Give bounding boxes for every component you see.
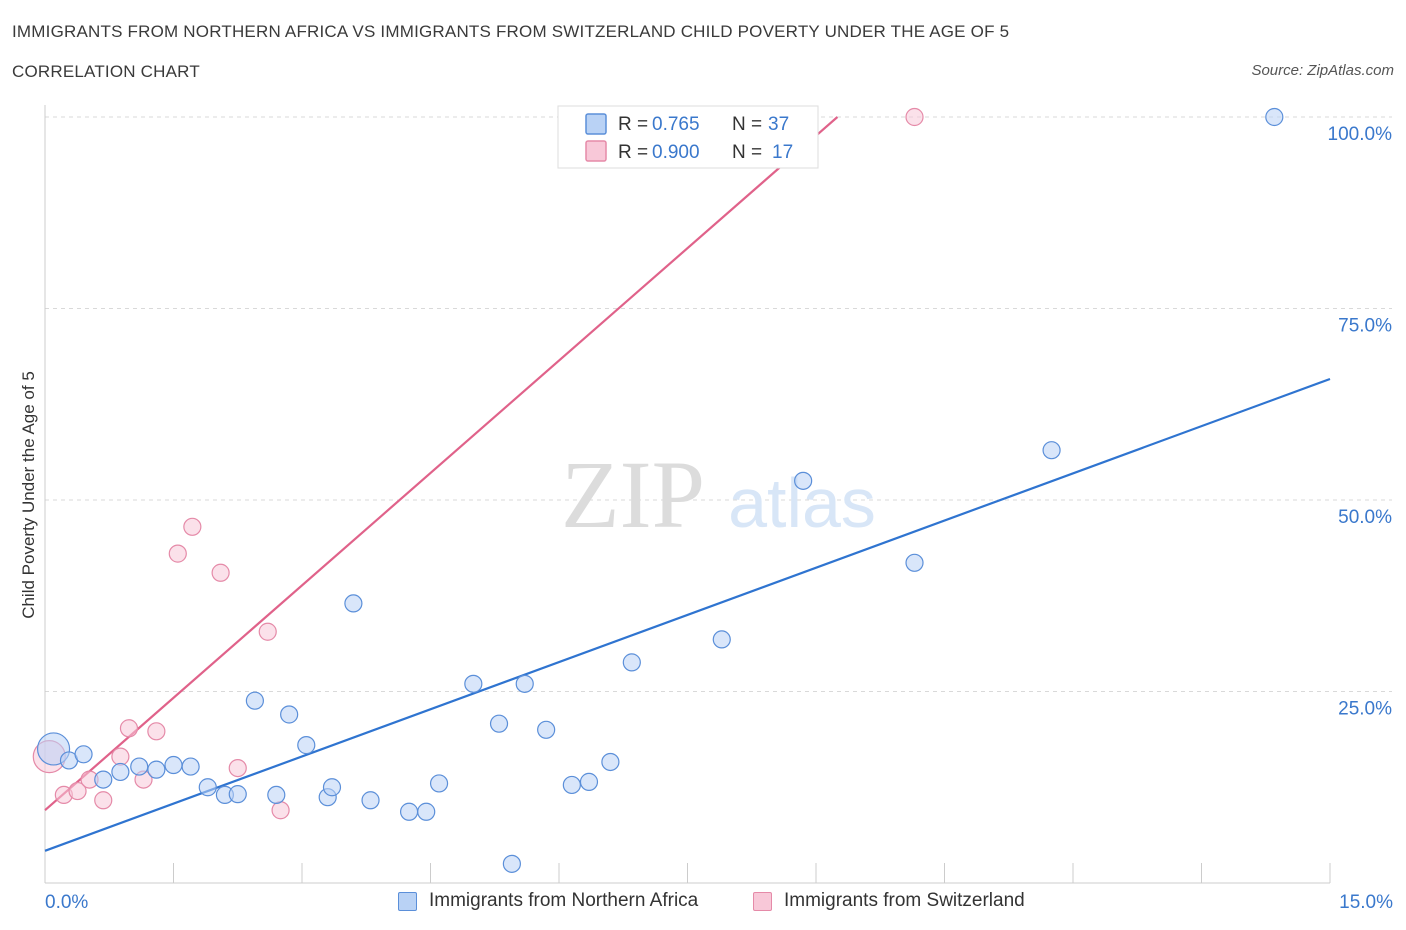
point-0-21: [417, 802, 436, 821]
point-0-29: [579, 772, 599, 791]
legend-r-label-pink: R =: [618, 142, 648, 163]
trend-lines: [44, 116, 1331, 852]
point-1-16: [905, 107, 924, 127]
legend-swatch-pink: [585, 140, 607, 162]
correlation-legend: R = 0.765 N = 37 R = 0.900 N = 17: [557, 105, 819, 169]
point-0-23: [464, 674, 483, 693]
point-0-31: [622, 653, 641, 672]
legend-n-label-pink: N =: [732, 142, 762, 163]
point-0-14: [280, 705, 299, 724]
point-1-9: [168, 544, 187, 563]
x-tick-label-1: 15.0%: [1339, 892, 1393, 913]
point-0-3: [94, 770, 113, 789]
legend-label-switzerland: Immigrants from Switzerland: [784, 890, 1025, 911]
point-1-8: [147, 722, 166, 741]
point-0-30: [601, 752, 620, 772]
legend-swatch-blue: [585, 113, 607, 135]
point-0-20: [399, 802, 419, 821]
series-legend: Immigrants from Northern Africa Immigran…: [0, 890, 1406, 916]
legend-n-label-blue: N =: [732, 114, 762, 135]
point-1-6: [119, 719, 139, 738]
legend-r-value-pink: 0.900: [652, 142, 700, 163]
point-0-15: [297, 736, 316, 755]
point-0-27: [537, 720, 556, 739]
point-0-26: [515, 674, 534, 693]
trend-line-0: [44, 377, 1331, 852]
point-0-7: [164, 755, 183, 775]
data-points: [32, 107, 1284, 873]
y-tick-label-2: 75.0%: [1338, 316, 1392, 337]
point-1-12: [228, 758, 247, 778]
point-1-10: [183, 517, 202, 536]
point-0-25: [502, 854, 521, 873]
point-1-2: [68, 781, 87, 801]
point-0-11: [228, 785, 247, 804]
legend-label-northern-africa: Immigrants from Northern Africa: [429, 890, 699, 911]
point-0-17: [322, 778, 342, 797]
point-0-34: [905, 553, 924, 572]
point-0-32: [712, 630, 731, 649]
chart-title: IMMIGRANTS FROM NORTHERN AFRICA VS IMMIG…: [12, 22, 1010, 41]
point-0-6: [147, 760, 166, 779]
legend-swatch-switzerland: [753, 891, 772, 911]
source-label: Source: ZipAtlas.com: [1251, 62, 1394, 79]
x-tick-label-0: 0.0%: [45, 892, 88, 913]
y-tick-label-3: 100.0%: [1328, 124, 1393, 145]
trend-line-1: [44, 116, 839, 812]
y-axis-label: Child Poverty Under the Age of 5: [19, 371, 38, 619]
point-1-4: [94, 791, 113, 810]
point-0-13: [267, 785, 286, 805]
watermark-zip: ZIP: [561, 441, 705, 548]
point-0-9: [198, 778, 217, 797]
point-0-28: [562, 775, 581, 795]
legend-swatch-northern-africa: [398, 891, 417, 911]
legend-item-switzerland[interactable]: Immigrants from Switzerland: [753, 890, 1025, 912]
legend-item-northern-africa[interactable]: Immigrants from Northern Africa: [398, 890, 698, 912]
point-0-2: [74, 745, 93, 764]
y-tick-label-0: 25.0%: [1338, 699, 1392, 720]
point-0-19: [361, 791, 380, 810]
point-0-24: [489, 714, 509, 733]
legend-n-value-pink: 17: [772, 142, 793, 163]
y-tick-label-1: 50.0%: [1338, 507, 1392, 528]
legend-n-value-blue: 37: [768, 114, 789, 135]
point-1-14: [271, 801, 290, 820]
watermark: ZIP atlas: [561, 441, 876, 548]
point-0-35: [1042, 441, 1061, 460]
point-1-11: [211, 563, 230, 582]
legend-r-value-blue: 0.765: [652, 114, 700, 135]
point-0-36: [1265, 107, 1284, 127]
point-0-22: [429, 774, 449, 793]
point-1-5: [111, 747, 130, 766]
grid-lines: [45, 116, 1392, 692]
axis-labels: 25.0% 50.0% 75.0% 100.0% 0.0% 15.0%: [45, 124, 1393, 913]
point-0-33: [794, 471, 813, 490]
chart-subtitle: CORRELATION CHART: [12, 62, 200, 81]
legend-r-label-blue: R =: [618, 114, 648, 135]
point-0-4: [111, 762, 130, 782]
point-1-13: [258, 622, 277, 641]
point-0-5: [130, 757, 149, 776]
point-0-8: [181, 757, 200, 776]
point-0-18: [344, 594, 363, 613]
point-0-12: [245, 691, 264, 710]
